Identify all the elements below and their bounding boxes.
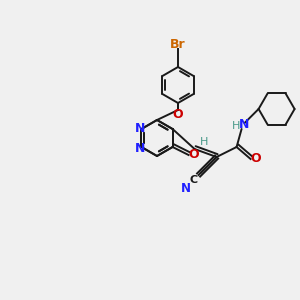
Text: Br: Br: [170, 38, 186, 50]
Text: O: O: [173, 109, 183, 122]
Text: H: H: [200, 137, 208, 147]
Text: O: O: [250, 152, 261, 166]
Text: H: H: [231, 121, 240, 131]
Text: C: C: [190, 175, 198, 185]
Text: O: O: [188, 148, 199, 161]
Text: N: N: [238, 118, 249, 131]
Text: N: N: [135, 122, 146, 134]
Text: N: N: [135, 142, 146, 154]
Text: N: N: [181, 182, 190, 194]
